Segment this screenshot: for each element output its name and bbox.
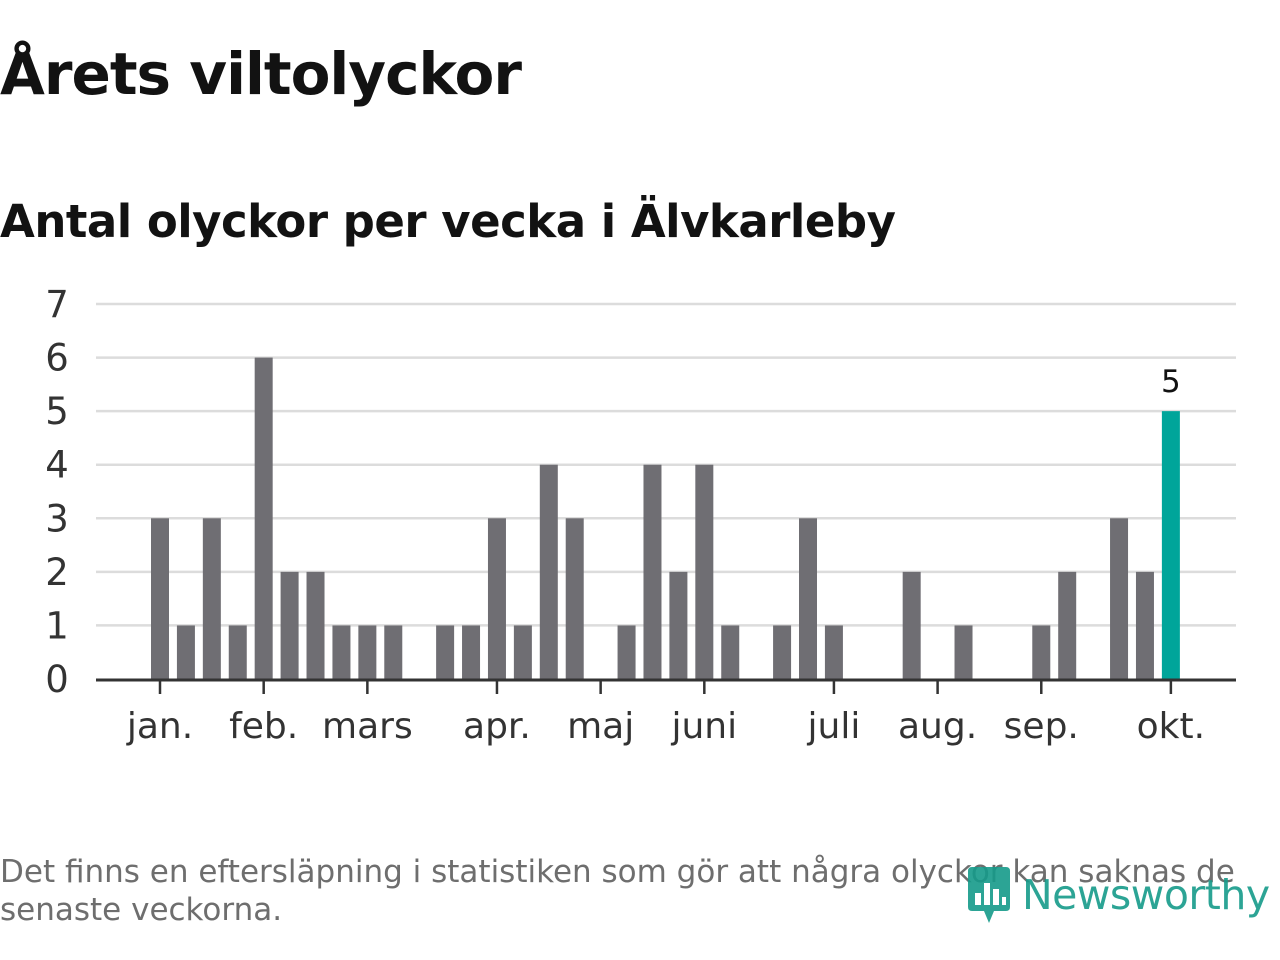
bar [1032,625,1051,679]
x-tick-label: maj [567,706,634,747]
bar [695,464,714,679]
x-tick-label: okt. [1137,706,1205,747]
x-tick-label: mars [322,706,413,747]
bar-chart-icon [968,867,1010,923]
bar [643,464,662,679]
bar [306,571,325,679]
bar-chart: 0 1 2 3 4 5 6 7 jan. feb. mars apr. maj juni juli aug.… [45,283,1236,747]
x-axis-ticks: jan. feb. mars apr. maj juni juli aug. sep. okt. [126,679,1205,747]
y-tick-label: 0 [45,658,69,701]
x-tick-label: sep. [1004,706,1079,747]
bar [565,518,584,679]
bar [513,625,532,679]
x-tick-label: juli [807,706,861,747]
x-tick-label: juni [670,706,737,747]
bar [1110,518,1129,679]
bars [151,357,1180,679]
x-tick-label: feb. [229,706,298,747]
bar [487,518,506,679]
bar [539,464,558,679]
bar [462,625,481,679]
brand-name: Newsworthy [1022,871,1270,919]
bar [954,625,973,679]
x-tick-label: jan. [126,706,193,747]
bar [1135,571,1154,679]
bar [436,625,455,679]
bar [358,625,377,679]
bar [824,625,843,679]
bar [332,625,351,679]
bar [228,625,247,679]
y-axis-ticks: 0 1 2 3 4 5 6 7 [45,283,69,701]
y-tick-label: 7 [45,283,69,326]
data-label: 5 [1161,364,1181,400]
bar [280,571,299,679]
bar [151,518,169,679]
y-tick-label: 4 [45,444,69,487]
bar [721,625,740,679]
bar [669,571,688,679]
bar [202,518,221,679]
bar [617,625,636,679]
brand-logo: Newsworthy [964,862,1270,928]
y-tick-label: 3 [45,497,69,540]
bar [773,625,792,679]
bar [176,625,195,679]
bar [1058,571,1077,679]
data-labels: 5 [1161,364,1181,400]
bar [254,357,273,679]
chart-title: Årets viltolyckor [0,40,522,108]
bar [384,625,403,679]
x-tick-label: apr. [463,706,531,747]
y-tick-label: 5 [45,390,69,433]
footnote: Det finns en eftersläpning i statistiken… [0,854,1235,928]
y-tick-label: 1 [45,604,69,647]
y-tick-label: 2 [45,551,69,594]
x-tick-label: aug. [898,706,977,747]
bar-highlighted [1161,411,1180,679]
y-tick-label: 6 [45,337,69,380]
bar [902,571,921,679]
bar [799,518,817,679]
chart-subtitle: Antal olyckor per vecka i Älvkarleby [0,195,896,248]
